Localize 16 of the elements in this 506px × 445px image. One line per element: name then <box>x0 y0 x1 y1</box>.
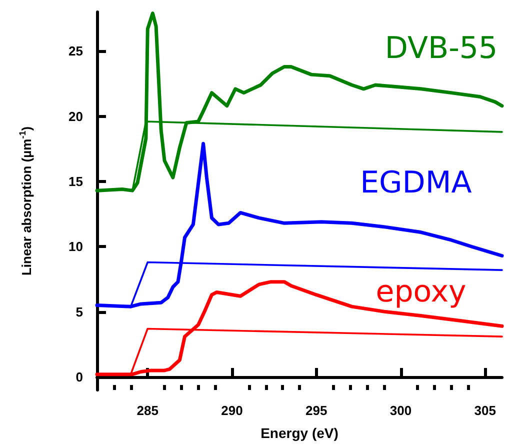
series-label: epoxy <box>376 274 466 310</box>
x-tick-label: 300 <box>390 403 412 418</box>
series-label: EGDMA <box>360 165 472 200</box>
y-tick-label: 25 <box>68 44 83 59</box>
x-axis-title: Energy (eV) <box>260 425 338 441</box>
x-tick-label: 305 <box>474 403 496 418</box>
x-tick-label: 290 <box>221 403 243 418</box>
y-tick-label: 10 <box>68 239 83 254</box>
y-axis-title: Linear absorption (µm-1) <box>18 126 34 276</box>
y-tick-label: 20 <box>68 108 83 124</box>
x-tick-label: 295 <box>306 403 328 418</box>
y-tick-label: 15 <box>68 174 83 189</box>
series-label: DVB-55 <box>384 30 498 66</box>
y-tick-label: 0 <box>76 369 83 384</box>
x-tick-label: 285 <box>136 403 158 418</box>
y-tick-label: 5 <box>76 304 83 320</box>
